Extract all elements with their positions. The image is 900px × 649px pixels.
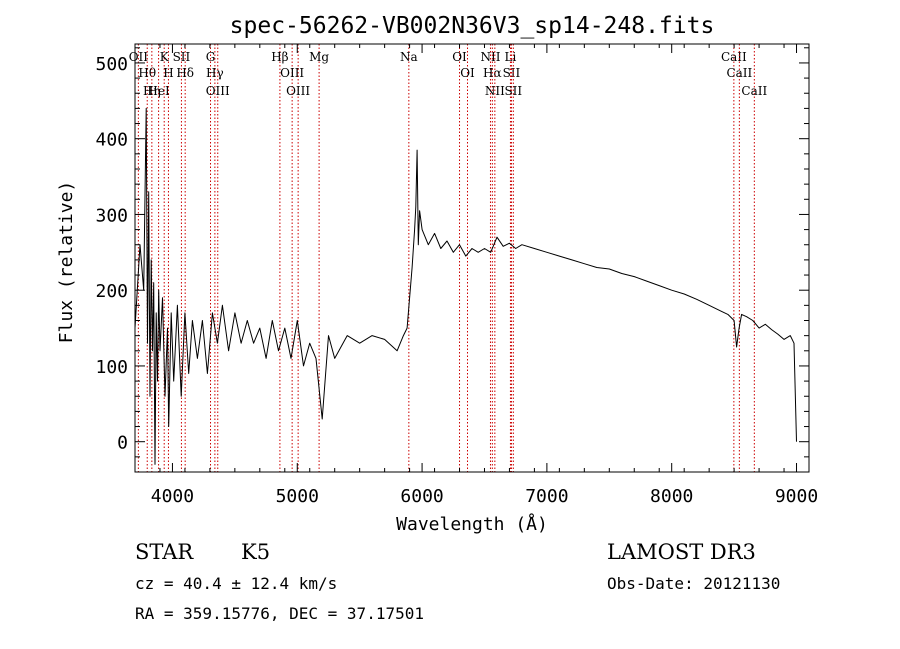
line-label-19: Hα	[483, 66, 502, 80]
y-tick-label-3: 300	[95, 205, 128, 226]
object-class: STAR	[135, 540, 194, 564]
line-label-5: H	[163, 66, 173, 80]
x-tick-label-5: 9000	[775, 486, 818, 507]
line-label-14: Mg	[309, 50, 329, 64]
line-label-26: CaII	[741, 84, 767, 98]
observation-date: Obs-Date: 20121130	[607, 574, 781, 593]
redshift-value: cz = 40.4 ± 12.4 km/s	[135, 574, 338, 593]
x-tick-label-2: 6000	[400, 486, 443, 507]
plot-frame	[134, 43, 810, 473]
line-label-6: SII	[173, 50, 191, 64]
y-tick-label-4: 400	[95, 130, 128, 151]
line-label-24: CaII	[721, 50, 747, 64]
line-label-0: OII	[129, 50, 149, 64]
x-axis-label: Wavelength (Å)	[396, 513, 548, 535]
object-subclass: K5	[241, 540, 271, 564]
line-label-7: Hδ	[176, 66, 194, 80]
chart-title: spec-56262-VB002N36V3_sp14-248.fits	[230, 13, 715, 39]
line-label-15: Na	[400, 50, 418, 64]
y-tick-label-2: 200	[95, 281, 128, 302]
axis-ticks: 4000 5000 6000 7000 8000 9000 0 100 200 300 400 500	[95, 44, 818, 507]
spectrum-line	[134, 107, 797, 465]
line-label-12: OIII	[280, 66, 304, 80]
line-label-22: SII	[503, 66, 521, 80]
x-tick-label-1: 5000	[276, 486, 319, 507]
x-tick-label-4: 8000	[650, 486, 693, 507]
line-label-3: HeI	[147, 84, 170, 98]
line-label-25: CaII	[726, 66, 752, 80]
line-label-13: OIII	[286, 84, 310, 98]
line-label-10: OIII	[206, 84, 230, 98]
y-tick-label-0: 0	[117, 433, 128, 454]
survey-name: LAMOST DR3	[607, 540, 756, 564]
y-tick-label-1: 100	[95, 357, 128, 378]
line-label-23: SII	[504, 84, 522, 98]
line-label-18: NII	[480, 50, 500, 64]
line-label-17: OI	[460, 66, 475, 80]
line-label-16: OI	[452, 50, 467, 64]
coordinates: RA = 359.15776, DEC = 37.17501	[135, 604, 424, 623]
x-tick-label-0: 4000	[151, 486, 194, 507]
line-label-8: G	[206, 50, 216, 64]
y-tick-label-5: 500	[95, 54, 128, 75]
line-label-21: Li	[505, 50, 517, 64]
line-label-2: Hη	[143, 84, 161, 98]
x-tick-label-3: 7000	[525, 486, 568, 507]
line-label-1: Hθ	[138, 66, 156, 80]
y-axis-label: Flux (relative)	[56, 181, 77, 344]
line-label-11: Hβ	[271, 50, 288, 64]
line-label-4: K	[160, 50, 170, 64]
line-label-9: Hγ	[206, 66, 224, 80]
line-label-20: NII	[485, 84, 505, 98]
series-layer	[134, 107, 797, 465]
